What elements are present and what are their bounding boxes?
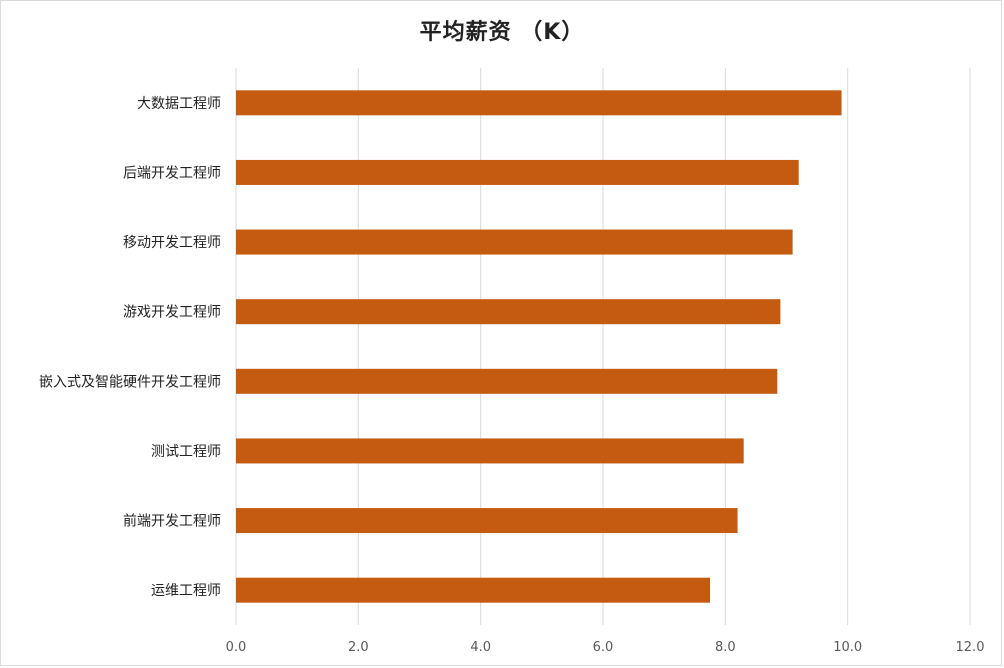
gridlines: [235, 68, 971, 625]
x-tick-label: 2.0: [348, 640, 369, 655]
bar: [236, 368, 778, 394]
category-labels: 大数据工程师后端开发工程师移动开发工程师游戏开发工程师嵌入式及智能硬件开发工程师…: [39, 96, 221, 599]
x-tick-labels: 0.0 2.0 4.0 6.0 8.0 10.0 12.0: [226, 640, 985, 655]
category-label: 嵌入式及智能硬件开发工程师: [39, 374, 221, 390]
category-label: 大数据工程师: [137, 96, 221, 112]
x-tick-label: 8.0: [715, 640, 736, 655]
chart-title: 平均薪资 （K）: [419, 20, 585, 45]
category-label: 运维工程师: [151, 583, 221, 599]
x-tick-label: 0.0: [226, 640, 247, 655]
bar: [236, 438, 744, 464]
bar: [236, 159, 799, 185]
x-tick-label: 6.0: [593, 640, 614, 655]
x-tick-label: 10.0: [833, 640, 862, 655]
bar: [236, 299, 781, 325]
bar: [236, 90, 842, 116]
x-tick-label: 12.0: [956, 640, 985, 655]
bar: [236, 577, 711, 603]
bar: [236, 508, 738, 534]
category-label: 后端开发工程师: [123, 165, 221, 181]
category-label: 前端开发工程师: [123, 513, 221, 530]
category-label: 游戏开发工程师: [123, 305, 221, 321]
category-label: 移动开发工程师: [123, 235, 221, 251]
bars: [236, 90, 842, 603]
x-tick-label: 4.0: [470, 640, 491, 655]
bar: [236, 229, 793, 255]
category-label: 测试工程师: [151, 444, 221, 460]
